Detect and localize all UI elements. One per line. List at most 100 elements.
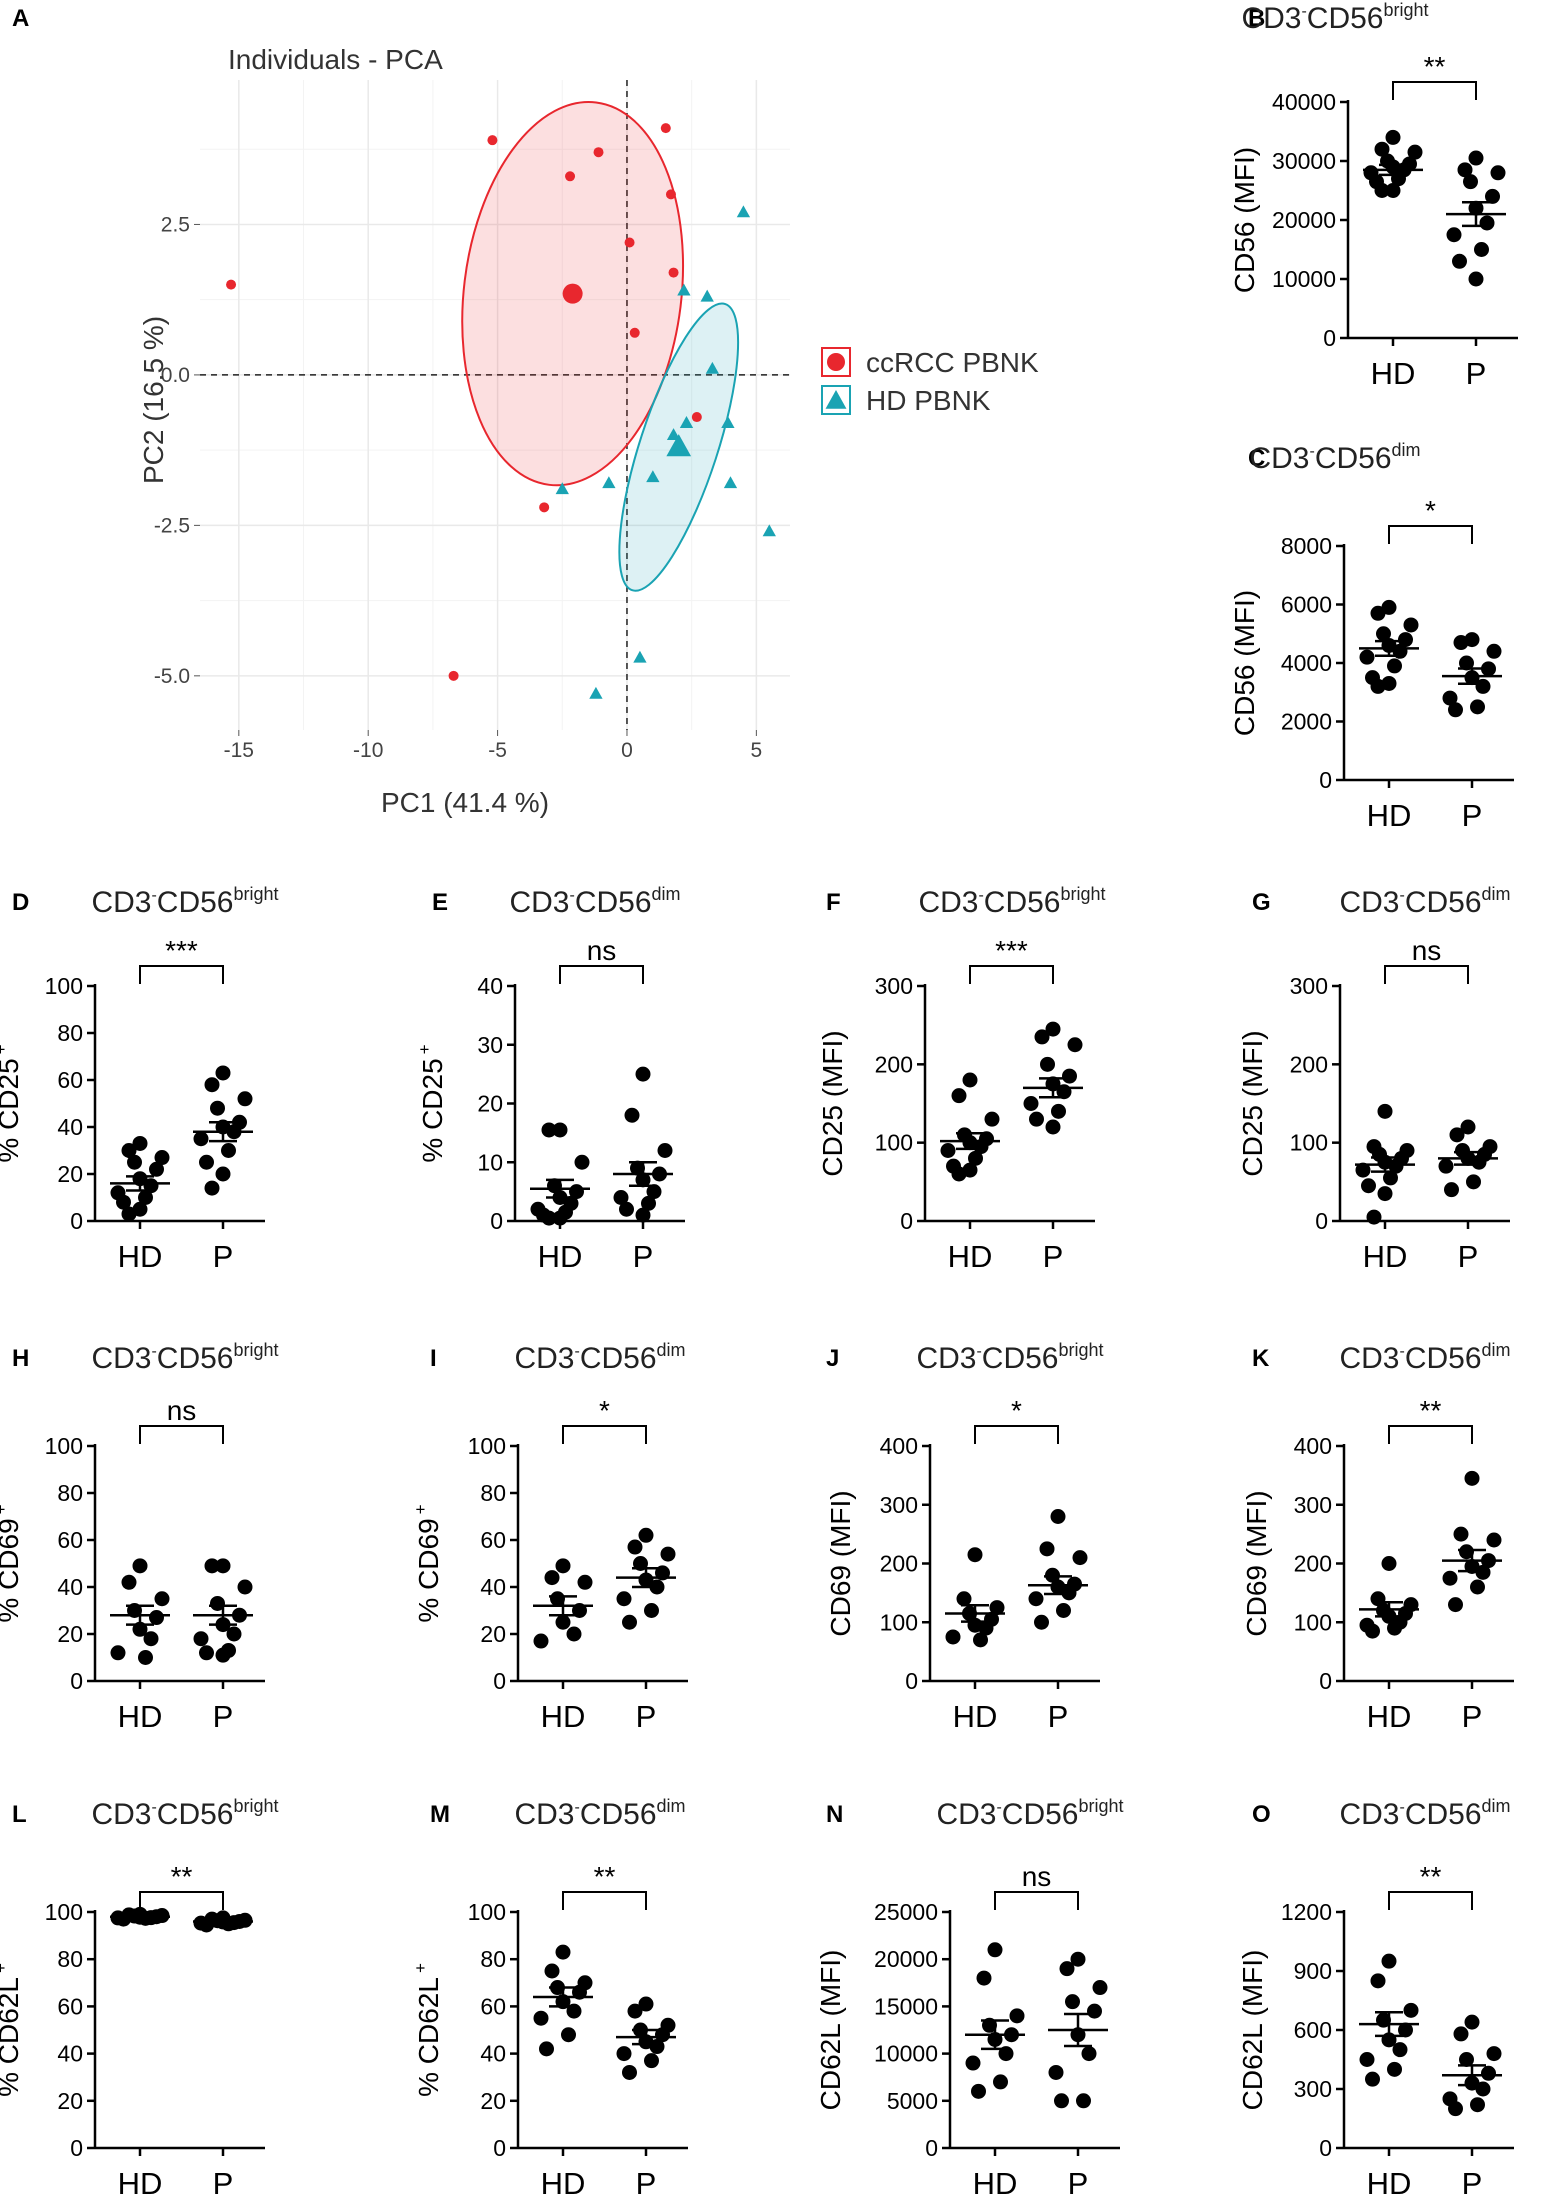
data-point-hd [533,2010,549,2026]
y-tick-label: 40 [57,1574,83,1600]
data-point-p [1453,1526,1469,1542]
y-label-text: CD62L (MFI) [1237,1950,1268,2111]
significance-label: * [1425,495,1436,526]
title-sup-subset: bright [234,884,279,904]
y-tick-label: 20000 [874,1946,938,1972]
y-tick-label: 0 [1319,2135,1332,2161]
pca-point-hd [723,476,738,489]
y-label-text: % CD62L [0,1977,24,2097]
data-point-hd [1361,1178,1376,1194]
legend-label-ccrcc: ccRCC PBNK [866,347,1039,378]
category-label-p: P [1458,1239,1479,1274]
data-point-p [1070,1951,1086,1967]
pca-point-hd [646,470,660,483]
y-axis-label: CD69 (MFI) [1241,1490,1272,1636]
y-tick-label: 20 [57,1621,83,1647]
data-point-hd [1387,658,1402,674]
pca-point-ccrcc [624,237,635,248]
category-label-p: P [1462,2166,1483,2196]
data-point-hd [1377,1186,1393,1202]
pca-y-label: PC2 (16.5 %) [138,316,169,484]
data-point-hd [1407,144,1423,160]
y-tick-label: 0 [1315,1208,1328,1234]
title-sup-minus: - [151,1799,156,1816]
data-point-hd [116,1911,131,1927]
data-point-p [1438,1158,1454,1174]
y-tick-label: 80 [480,1946,506,1972]
y-tick-label: 60 [57,1993,83,2019]
data-point-p [1475,678,1491,694]
category-label-hd: HD [1367,2166,1412,2196]
significance-label: ns [587,935,617,966]
data-point-hd [132,1558,148,1574]
panel-title-m: CD3-CD56dim [514,1796,685,1831]
data-point-hd [541,1210,557,1226]
data-point-p [644,2053,659,2069]
data-point-p [1034,1029,1050,1045]
data-point-p [1470,2097,1485,2113]
data-point-p [1072,1550,1088,1566]
title-sup-minus: - [574,1343,579,1360]
y-tick-label: 0 [1319,1668,1332,1694]
y-tick-label: 0 [905,1668,918,1694]
data-point-p [627,1539,643,1555]
data-point-hd [149,1610,164,1626]
panel-letter-n: N [826,1801,843,1828]
title-cd3: CD3 [1339,886,1399,919]
pca-point-ccrcc [691,412,702,423]
legend-label-hd: HD PBNK [866,385,991,416]
y-label-text: % CD25 [0,1058,24,1162]
data-point-p [1486,643,1502,659]
y-tick-label: 300 [875,973,913,999]
data-point-hd [967,1547,983,1563]
title-cd56: CD56 [1307,2,1384,35]
y-tick-label: 0 [493,2135,506,2161]
pca-point-ccrcc [660,123,671,134]
data-point-hd [1381,1556,1397,1571]
panel-title-l: CD3-CD56bright [91,1796,278,1831]
data-point-p [1067,1037,1083,1053]
data-point-hd [539,2041,554,2057]
category-label-hd: HD [948,1239,993,1274]
data-point-p [1048,2064,1064,2080]
y-tick-label: 10000 [1272,266,1336,292]
data-point-hd [1370,678,1386,694]
data-point-hd [1381,1953,1397,1969]
panel-title-k: CD3-CD56dim [1339,1340,1510,1375]
data-point-p [613,1190,629,1205]
panel-letter-c: C [1248,445,1265,472]
y-tick-label: 100 [880,1609,918,1635]
data-point-p [1463,174,1478,190]
title-sup-minus: - [996,1799,1001,1816]
data-point-p [1481,2065,1496,2081]
title-sup-minus: - [978,887,983,904]
category-label-hd: HD [1367,798,1412,833]
significance-label: ** [1420,1861,1442,1892]
data-point-hd [552,1210,568,1226]
data-point-hd [1383,1170,1398,1186]
title-cd3: CD3 [91,886,151,919]
data-point-p [215,1558,231,1574]
title-cd56: CD56 [1405,1342,1482,1375]
data-point-p [1468,271,1484,287]
dot-panel-d: D CD3-CD56bright 0 20 40 60 80 100 % CD25 + HD P *** [0,884,279,1274]
y-tick-label: 300 [1294,1492,1332,1518]
data-point-p [237,1579,253,1595]
significance-label: * [599,1395,610,1426]
title-cd3: CD3 [936,1798,996,1831]
y-tick-label: 200 [875,1051,913,1077]
title-sup-minus: - [569,887,574,904]
pca-point-hd [736,205,751,218]
data-point-hd [1388,1158,1404,1174]
data-point-p [1050,1509,1066,1524]
title-cd56: CD56 [1405,1798,1482,1831]
y-label-text: CD62L (MFI) [815,1950,846,2111]
category-label-p: P [213,1239,234,1274]
y-tick-label: 60 [57,1067,83,1093]
panel-title-b: CD3-CD56bright [1241,0,1428,35]
panel-title-d: CD3-CD56bright [91,884,278,919]
data-point-p [1059,1961,1075,1977]
data-point-p [649,2039,665,2055]
data-point-p [616,1591,632,1607]
data-point-p [215,1647,231,1663]
